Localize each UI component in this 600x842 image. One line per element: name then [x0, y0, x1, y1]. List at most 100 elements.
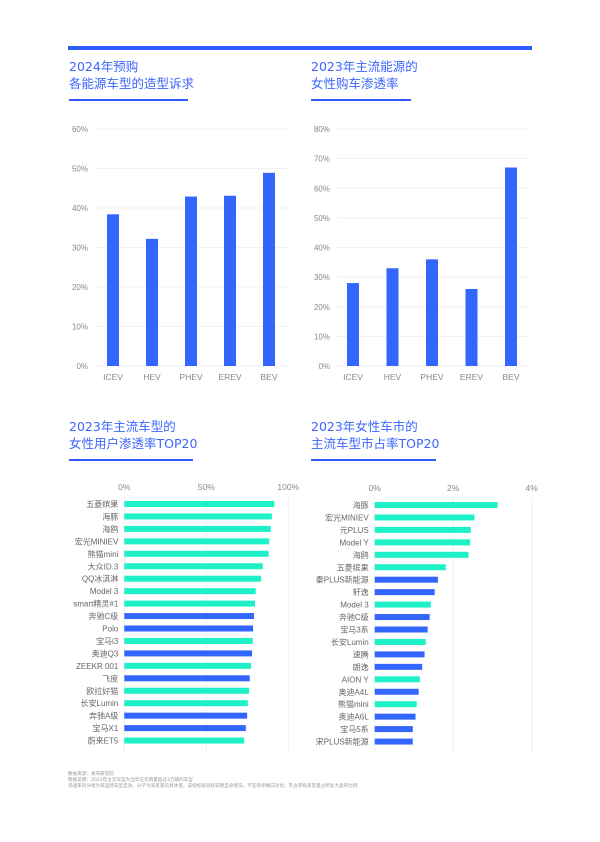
chart4-bar: [374, 502, 498, 508]
chart3-category-label: 宝马X1: [93, 723, 119, 733]
chart4-category-label: Model Y: [339, 538, 369, 547]
chart4-category-label: 宝马3系: [340, 625, 368, 635]
chart1-bar: [107, 214, 119, 366]
chart4-category-label: 海鸥: [353, 550, 369, 560]
chart4-bar: [374, 564, 446, 571]
chart3-category-label: 海豚: [102, 511, 118, 521]
chart3-category-label: 大众ID.3: [88, 561, 119, 571]
chart1-x-label: HEV: [143, 372, 161, 382]
chart3-bar: [124, 575, 262, 582]
chart3-bar: [124, 637, 253, 644]
chart4-x-tick: 4%: [526, 483, 539, 493]
chart1-y-tick: 40%: [72, 204, 88, 213]
chart1-title-line2: 各能源车型的造型诉求: [69, 76, 195, 91]
chart2-x-label: ICEV: [343, 372, 363, 382]
chart3-category-label: Model 3: [90, 587, 119, 596]
chart3-category-label: 飞度: [102, 673, 118, 683]
chart4-bar: [374, 526, 471, 533]
chart3-bar: [124, 712, 248, 719]
chart3-category-label: ZEEKR 001: [76, 662, 119, 671]
chart3-bar: [124, 563, 263, 570]
chart2-y-tick: 70%: [314, 155, 330, 164]
chart1-y-tick: 50%: [72, 165, 88, 174]
chart3-bar: [124, 600, 256, 607]
chart4-bar: [374, 626, 428, 633]
chart3-bar: [124, 501, 275, 507]
chart2-title-underline: [311, 99, 411, 101]
chart1-title: 2024年预购 各能源车型的造型诉求: [69, 58, 194, 92]
chart4-category-label: Model 3: [340, 601, 369, 610]
chart3-bar: [124, 650, 253, 657]
chart3-title-line2: 女性用户渗透率TOP20: [69, 436, 198, 451]
chart4-bar: [374, 614, 430, 621]
chart4-bar: [374, 651, 425, 658]
chart4-bar: [374, 688, 419, 695]
chart1-bar: [263, 172, 275, 366]
chart2-y-tick: 30%: [314, 273, 330, 282]
chart1-title-underline: [69, 99, 188, 101]
chart4-category-label: 奥迪A6L: [338, 712, 369, 722]
chart2-y-tick: 0%: [318, 362, 330, 371]
chart2-x-label: EREV: [460, 372, 483, 382]
chart4-bar: [374, 551, 469, 558]
chart3-bar: [124, 625, 254, 632]
chart3-category-label: 奥迪Q3: [92, 648, 119, 658]
chart3-bar: [124, 725, 246, 732]
chart1-x-label: ICEV: [103, 372, 123, 382]
chart4-category-label: 朗逸: [353, 662, 369, 672]
chart4-bar: [374, 601, 431, 608]
chart2-y-tick: 60%: [314, 184, 330, 193]
chart4-title-line2: 主流车型市占率TOP20: [311, 436, 440, 451]
chart2-y-tick: 80%: [314, 125, 330, 134]
chart3-category-label: 海鸥: [102, 524, 118, 534]
chart1-bar: [224, 195, 236, 366]
footnote-source: 数据来源：易车研究院: [68, 772, 114, 777]
chart3-category-label: 宏光MINIEV: [75, 536, 119, 546]
chart4-bar: [374, 713, 416, 720]
chart4-title-line1: 2023年女性车市的: [311, 419, 418, 434]
chart3-category-label: 长安Lumin: [81, 698, 119, 708]
chart1-y-tick: 60%: [72, 125, 88, 134]
chart3-title: 2023年主流车型的 女性用户渗透率TOP20: [69, 418, 197, 452]
chart2-bar: [505, 167, 517, 366]
chart2-bar: [465, 288, 478, 366]
chart1-x-label: EREV: [218, 372, 241, 382]
chart3-category-label: Polo: [102, 625, 119, 634]
chart4-bar: [374, 638, 426, 645]
chart2-bar: [347, 283, 359, 366]
chart1-x-label: BEV: [260, 372, 277, 382]
chart1-title-line1: 2024年预购: [69, 59, 139, 74]
chart4-category-label: 海豚: [353, 500, 369, 510]
top-accent-bar: [68, 46, 532, 50]
chart2-title-line2: 女性购车渗透率: [311, 76, 399, 91]
chart3-bar: [124, 550, 269, 557]
chart2-title-line1: 2023年主流能源的: [311, 59, 418, 74]
chart3-category-label: 奔驰C级: [89, 611, 119, 621]
chart3-x-tick: 0%: [118, 482, 131, 492]
chart3-category-label: 奔驰A级: [89, 711, 118, 721]
chart2-x-label: BEV: [502, 372, 519, 382]
chart2-y-tick: 40%: [314, 244, 330, 253]
chart4-bar: [374, 663, 423, 670]
footnotes: 数据来源：易车研究院 数据说明：2023年主流车型为当年在华销量超过3万辆的车型…: [68, 772, 357, 790]
chart2-bar: [426, 259, 438, 366]
chart4-category-label: 奥迪A4L: [338, 687, 369, 697]
chart3-x-tick: 100%: [277, 482, 299, 492]
chart4-category-label: 宏光MINIEV: [325, 512, 369, 522]
chart2-x-label: HEV: [384, 372, 402, 382]
chart1-y-tick: 30%: [72, 244, 88, 253]
chart4-bar: [374, 726, 413, 733]
chart4-category-label: 熊猫mini: [338, 699, 369, 709]
chart3-title-underline: [69, 459, 193, 461]
chart4-category-label: 宋PLUS新能源: [316, 737, 369, 747]
chart1-bar: [146, 238, 158, 366]
chart4-category-label: 速腾: [353, 649, 369, 659]
chart3-bar: [124, 662, 252, 669]
chart4-x-tick: 2%: [447, 483, 460, 493]
chart2-y-tick: 50%: [314, 214, 330, 223]
chart3-category-label: 宝马i3: [96, 636, 119, 646]
chart4-category-label: 长安Lumin: [331, 637, 369, 647]
chart4-title: 2023年女性车市的 主流车型市占率TOP20: [311, 418, 439, 452]
chart1-y-tick: 0%: [76, 362, 88, 371]
